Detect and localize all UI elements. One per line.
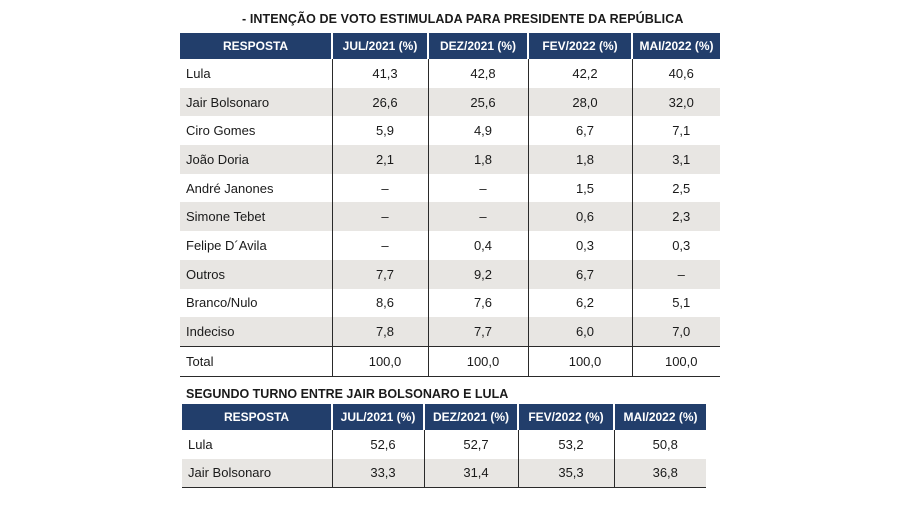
row-label: Felipe D´Avila — [186, 237, 267, 253]
header-mai-2022: MAI/2022 (%) — [631, 33, 720, 59]
table-row: Felipe D´Avila – 0,4 0,3 0,3 — [180, 231, 720, 260]
cell-fev-2022: 6,0 — [527, 317, 632, 347]
cell-fev-2022: 6,7 — [527, 259, 632, 289]
header-jul-2021: JUL/2021 (%) — [331, 33, 428, 59]
header-dez-2021: DEZ/2021 (%) — [427, 33, 528, 59]
cell-fev-2022: 6,7 — [527, 116, 632, 146]
header-fev-2022: FEV/2022 (%) — [517, 404, 614, 430]
table-row: Jair Bolsonaro 33,3 31,4 35,3 36,8 — [182, 458, 706, 488]
table-row: André Janones – – 1,5 2,5 — [180, 173, 720, 203]
cell-jul-2021: – — [331, 173, 428, 203]
table-row: Lula 41,3 42,8 42,2 40,6 — [180, 59, 720, 88]
cell-fev-2022: 0,6 — [527, 202, 632, 232]
cell-fev-2022: 42,2 — [527, 59, 632, 88]
cell-mai-2022: 2,3 — [631, 202, 720, 232]
row-label: Indeciso — [180, 317, 332, 347]
cell-mai-2022: 5,1 — [631, 288, 720, 318]
cell-dez-2021: 7,7 — [427, 317, 528, 347]
header-resposta: RESPOSTA — [180, 33, 332, 59]
cell-jul-2021: 8,6 — [331, 288, 428, 318]
cell-jul-2021: 2,1 — [331, 145, 428, 174]
cell-dez-2021: 31,4 — [423, 458, 518, 488]
cell-dez-2021: – — [427, 173, 528, 203]
table2-title: SEGUNDO TURNO ENTRE JAIR BOLSONARO E LUL… — [186, 387, 509, 401]
header-dez-2021: DEZ/2021 (%) — [423, 404, 518, 430]
cell-fev-2022: 6,2 — [527, 288, 632, 318]
cell-jul-2021: – — [331, 231, 428, 260]
table-row: Ciro Gomes 5,9 4,9 6,7 7,1 — [180, 116, 720, 146]
cell-dez-2021: 9,2 — [427, 259, 528, 289]
table-row: Indeciso 7,8 7,7 6,0 7,0 — [180, 317, 720, 347]
table1-title: - INTENÇÃO DE VOTO ESTIMULADA PARA PRESI… — [242, 12, 684, 26]
table-row: Outros 7,7 9,2 6,7 – — [180, 259, 720, 289]
cell-fev-2022: 1,8 — [527, 145, 632, 174]
cell-fev-2022: 53,2 — [517, 430, 614, 459]
cell-dez-2021: 0,4 — [427, 231, 528, 260]
cell-jul-2021: 52,6 — [331, 430, 424, 459]
row-label: Lula — [186, 65, 211, 81]
row-label: Jair Bolsonaro — [182, 458, 332, 488]
cell-dez-2021: 4,9 — [427, 116, 528, 146]
cell-jul-2021: 5,9 — [331, 116, 428, 146]
table-row: Lula 52,6 52,7 53,2 50,8 — [182, 430, 706, 459]
table-row: João Doria 2,1 1,8 1,8 3,1 — [180, 145, 720, 174]
header-fev-2022: FEV/2022 (%) — [527, 33, 632, 59]
table-header-row: RESPOSTA JUL/2021 (%) DEZ/2021 (%) FEV/2… — [182, 404, 706, 430]
header-resposta: RESPOSTA — [182, 404, 332, 430]
table-row: Branco/Nulo 8,6 7,6 6,2 5,1 — [180, 288, 720, 318]
first-round-table: RESPOSTA JUL/2021 (%) DEZ/2021 (%) FEV/2… — [180, 33, 720, 377]
cell-mai-2022: 40,6 — [631, 59, 720, 88]
row-label: Simone Tebet — [180, 202, 332, 232]
header-jul-2021: JUL/2021 (%) — [331, 404, 424, 430]
second-round-table: RESPOSTA JUL/2021 (%) DEZ/2021 (%) FEV/2… — [182, 404, 706, 488]
cell-dez-2021: 7,6 — [427, 288, 528, 318]
cell-fev-2022: 1,5 — [527, 173, 632, 203]
cell-jul-2021: 7,8 — [331, 317, 428, 347]
row-label: Ciro Gomes — [186, 123, 256, 139]
table-header-row: RESPOSTA JUL/2021 (%) DEZ/2021 (%) FEV/2… — [180, 33, 720, 59]
cell-mai-2022: 36,8 — [613, 458, 706, 488]
cell-jul-2021: 26,6 — [331, 87, 428, 117]
row-label: André Janones — [186, 180, 274, 196]
table-row: Jair Bolsonaro 26,6 25,6 28,0 32,0 — [180, 87, 720, 117]
cell-mai-2022: 3,1 — [631, 145, 720, 174]
cell-fev-2022: 28,0 — [527, 87, 632, 117]
cell-mai-2022: 32,0 — [631, 87, 720, 117]
cell-jul-2021: 7,7 — [331, 259, 428, 289]
cell-dez-2021: – — [427, 202, 528, 232]
cell-mai-2022: 7,1 — [631, 116, 720, 146]
row-label: Lula — [188, 436, 213, 452]
row-label: João Doria — [180, 145, 332, 174]
row-label: Outros — [180, 259, 332, 289]
cell-mai-2022: 7,0 — [631, 317, 720, 347]
cell-mai-2022: 50,8 — [613, 430, 706, 459]
table-row: Simone Tebet – – 0,6 2,3 — [180, 202, 720, 232]
cell-dez-2021: 1,8 — [427, 145, 528, 174]
row-label: Jair Bolsonaro — [180, 87, 332, 117]
cell-dez-2021: 52,7 — [423, 430, 518, 459]
cell-mai-2022: 0,3 — [631, 231, 720, 260]
cell-jul-2021: 41,3 — [331, 59, 428, 88]
cell-mai-2022: 100,0 — [631, 345, 720, 377]
cell-dez-2021: 42,8 — [427, 59, 528, 88]
cell-jul-2021: – — [331, 202, 428, 232]
header-mai-2022: MAI/2022 (%) — [613, 404, 706, 430]
cell-jul-2021: 100,0 — [331, 345, 428, 377]
row-label: Branco/Nulo — [186, 295, 258, 311]
cell-dez-2021: 100,0 — [427, 345, 528, 377]
cell-fev-2022: 35,3 — [517, 458, 614, 488]
row-label: Total — [180, 345, 332, 377]
total-row: Total 100,0 100,0 100,0 100,0 — [180, 345, 720, 377]
cell-mai-2022: – — [631, 259, 720, 289]
cell-dez-2021: 25,6 — [427, 87, 528, 117]
cell-fev-2022: 100,0 — [527, 345, 632, 377]
cell-jul-2021: 33,3 — [331, 458, 424, 488]
cell-mai-2022: 2,5 — [631, 173, 720, 203]
cell-fev-2022: 0,3 — [527, 231, 632, 260]
